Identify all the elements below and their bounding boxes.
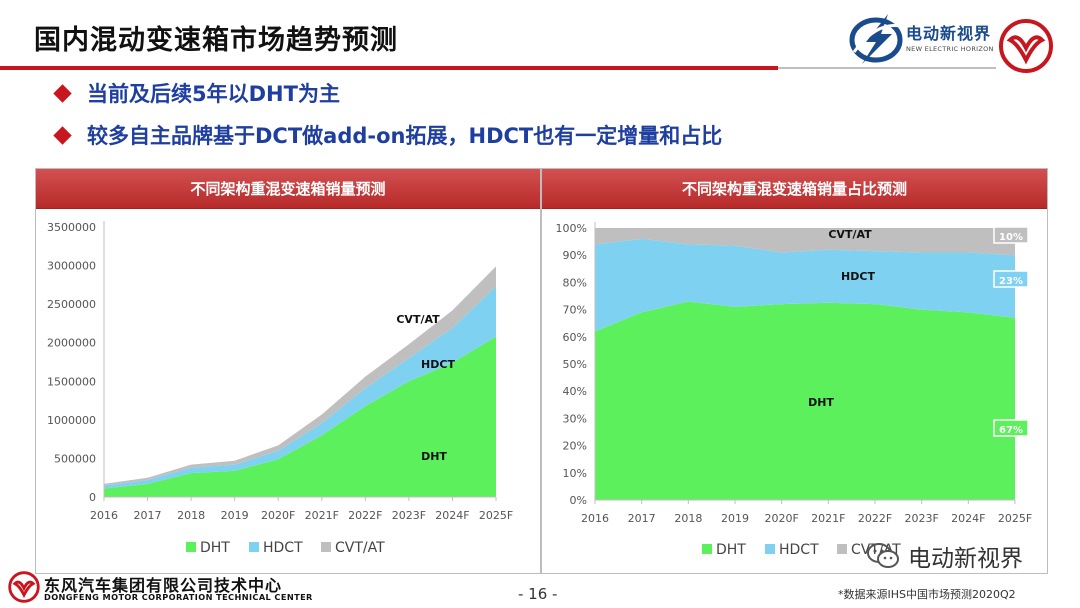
y-tick-label: 60%	[563, 331, 587, 344]
x-tick-label: 2025F	[479, 509, 513, 522]
lightning-globe-icon	[849, 14, 903, 64]
y-tick-label: 2000000	[47, 337, 96, 350]
area-label: HDCT	[841, 270, 875, 283]
y-tick-label: 2500000	[47, 298, 96, 311]
svg-text:HDCT: HDCT	[263, 540, 303, 556]
legend-item: HDCT	[765, 542, 819, 558]
page-title: 国内混动变速箱市场趋势预测	[34, 25, 398, 56]
x-tick-label: 2017	[628, 512, 656, 525]
y-tick-label: 1500000	[47, 375, 96, 388]
area-cvtat	[595, 228, 1015, 256]
bullet-diamond-icon	[53, 125, 72, 145]
company-name-cn: 东风汽车集团有限公司技术中心	[44, 576, 283, 595]
x-tick-label: 2024F	[435, 509, 469, 522]
company-name-en: DONGFENG MOTOR CORPORATION TECHNICAL CEN…	[44, 592, 313, 602]
sales-forecast-chart: 0 500000 1000000 1500000 2000000 2500000 30000…	[47, 221, 513, 556]
y-tick-label: 0	[89, 491, 96, 504]
y-tick-label: 90%	[563, 249, 587, 262]
title-underline	[0, 66, 778, 70]
svg-text:DHT: DHT	[716, 542, 746, 558]
end-value-label: 10%	[993, 226, 1029, 244]
y-tick-label: 40%	[563, 385, 587, 398]
area-label: DHT	[808, 396, 834, 409]
wechat-icon	[867, 543, 899, 568]
x-tick-label: 2022F	[858, 512, 892, 525]
y-tick-label: 1000000	[47, 414, 96, 427]
x-tick-label: 2023F	[392, 509, 426, 522]
title-underline-grey	[778, 67, 996, 69]
svg-text:23%: 23%	[999, 276, 1023, 287]
area-label: DHT	[421, 450, 447, 463]
x-tick-label: 2019	[221, 509, 249, 522]
sales-forecast-title: 不同架构重混变速箱销量预测	[36, 169, 540, 209]
legend-item: HDCT	[249, 540, 303, 556]
area-dht	[595, 301, 1015, 500]
area-hdct	[595, 238, 1015, 332]
page-number: - 16 -	[518, 585, 558, 603]
svg-text:10%: 10%	[999, 232, 1023, 243]
end-value-label: 67%	[993, 419, 1029, 437]
wechat-watermark: 电动新视界	[866, 539, 1023, 573]
dongfeng-logo-icon	[999, 19, 1053, 73]
share-forecast-panel: 不同架构重混变速箱销量占比预测 0% 10% 20% 30% 40% 50% 60% 70% 8…	[541, 168, 1048, 574]
end-value-label: 23%	[993, 270, 1029, 288]
y-tick-label: 80%	[563, 276, 587, 289]
dongfeng-footer-logo: 东风汽车集团有限公司技术中心 DONGFENG MOTOR CORPORATIO…	[8, 568, 338, 608]
x-tick-label: 2018	[177, 509, 205, 522]
x-tick-label: 2021F	[305, 509, 339, 522]
x-tick-label: 2025F	[998, 512, 1032, 525]
sales-forecast-panel: 不同架构重混变速箱销量预测 0 500000 1000000 1500000 20000…	[35, 168, 541, 574]
bullet-1-text: 当前及后续5年以DHT为主	[87, 82, 340, 106]
y-tick-label: 3500000	[47, 221, 96, 234]
x-tick-label: 2016	[90, 509, 118, 522]
bullet-1: 当前及后续5年以DHT为主	[52, 78, 340, 108]
legend-item: DHT	[702, 542, 746, 558]
area-label: CVT/AT	[396, 313, 440, 326]
y-tick-label: 100%	[556, 222, 587, 235]
x-tick-label: 2021F	[811, 512, 845, 525]
legend-item: CVT/AT	[321, 540, 385, 556]
x-tick-label: 2023F	[905, 512, 939, 525]
svg-text:CVT/AT: CVT/AT	[335, 540, 385, 556]
bullet-2: 较多自主品牌基于DCT做add-on拓展，HDCT也有一定增量和占比	[52, 120, 722, 150]
share-forecast-title: 不同架构重混变速箱销量占比预测	[542, 169, 1047, 209]
y-tick-label: 0%	[570, 494, 587, 507]
area-label: CVT/AT	[828, 228, 872, 241]
area-dht	[104, 336, 496, 497]
x-tick-label: 2020F	[765, 512, 799, 525]
bullet-2-text: 较多自主品牌基于DCT做add-on拓展，HDCT也有一定增量和占比	[87, 124, 723, 148]
x-tick-label: 2024F	[951, 512, 985, 525]
x-tick-label: 2017	[134, 509, 162, 522]
logo-en: NEW ELECTRIC HORIZON	[906, 45, 994, 53]
x-tick-label: 2018	[674, 512, 702, 525]
area-label: HDCT	[421, 358, 455, 371]
dongfeng-logo-icon	[8, 571, 40, 603]
svg-text:DHT: DHT	[200, 540, 230, 556]
svg-text:HDCT: HDCT	[779, 542, 819, 558]
logo-cn: 电动新视界	[906, 24, 992, 43]
y-tick-label: 3000000	[47, 260, 96, 273]
watermark-text: 电动新视界	[908, 546, 1023, 572]
y-tick-label: 20%	[563, 440, 587, 453]
legend-item: DHT	[186, 540, 230, 556]
share-forecast-chart: 0% 10% 20% 30% 40% 50% 60% 70% 80% 90% 100% 2016 201…	[556, 222, 1032, 558]
data-source-note: *数据来源IHS中国市场预测2020Q2	[838, 588, 1016, 601]
y-tick-label: 30%	[563, 412, 587, 425]
x-tick-label: 2016	[581, 512, 609, 525]
x-tick-label: 2020F	[261, 509, 295, 522]
bullet-diamond-icon	[53, 83, 72, 103]
y-tick-label: 70%	[563, 304, 587, 317]
x-tick-label: 2019	[721, 512, 749, 525]
new-electric-horizon-logo: 电动新视界 NEW ELECTRIC HORIZON	[848, 12, 998, 66]
y-tick-label: 10%	[563, 467, 587, 480]
x-tick-label: 2022F	[348, 509, 382, 522]
svg-text:67%: 67%	[999, 425, 1023, 436]
y-tick-label: 50%	[563, 358, 587, 371]
y-tick-label: 500000	[54, 452, 96, 465]
